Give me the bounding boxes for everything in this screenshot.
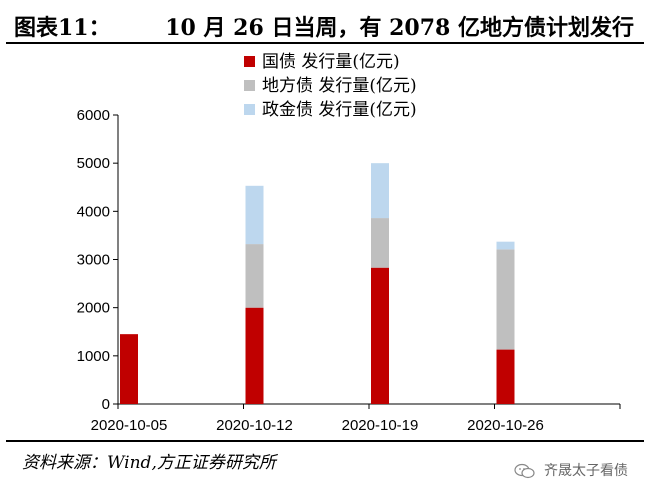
wechat-icon [513,463,535,479]
footer-divider [6,440,644,442]
legend-label: 政金债 发行量(亿元) [262,100,417,120]
bar-segment [496,249,515,350]
legend-label: 地方债 发行量(亿元) [262,76,417,96]
bar-segment [245,307,264,404]
y-tick-label: 4000 [77,203,110,220]
source-note: 资料来源：Wind,方正证券研究所 [22,453,276,473]
x-tick-label: 2020-10-26 [467,417,544,434]
y-tick-label: 0 [102,396,110,413]
watermark: 齐晟太子看债 [513,460,628,480]
bar-segment [245,244,264,308]
bar-segment [245,185,264,245]
x-tick-label: 2020-10-19 [342,417,419,434]
y-tick-label: 2000 [77,300,110,317]
figure-number: 图表11： [14,15,111,41]
y-tick-label: 5000 [77,155,110,172]
bar-segment [120,334,138,404]
bar-segment [496,241,515,250]
legend-label: 国债 发行量(亿元) [262,52,400,72]
title-bar: 图表11： 10 月 26 日当周，有 2078 亿地方债计划发行 [6,10,644,44]
chart-title: 10 月 26 日当周，有 2078 亿地方债计划发行 [165,15,634,41]
legend-swatch [244,80,255,91]
legend-swatch [244,56,255,67]
bar-segment [371,267,389,404]
bar-segment [371,163,389,219]
bar-segment [371,218,389,268]
x-tick-label: 2020-10-12 [216,417,293,434]
y-tick-label: 1000 [77,348,110,365]
x-tick-label: 2020-10-05 [91,417,168,434]
stacked-bar-chart: 0 1000 2000 3000 4000 5000 6000 2020-10-05 2020-… [77,52,621,434]
y-tick-label: 6000 [77,107,110,124]
y-tick-label: 3000 [77,252,110,269]
legend-swatch [244,104,255,115]
bar-segment [496,349,515,404]
watermark-text: 齐晟太子看债 [544,463,628,479]
